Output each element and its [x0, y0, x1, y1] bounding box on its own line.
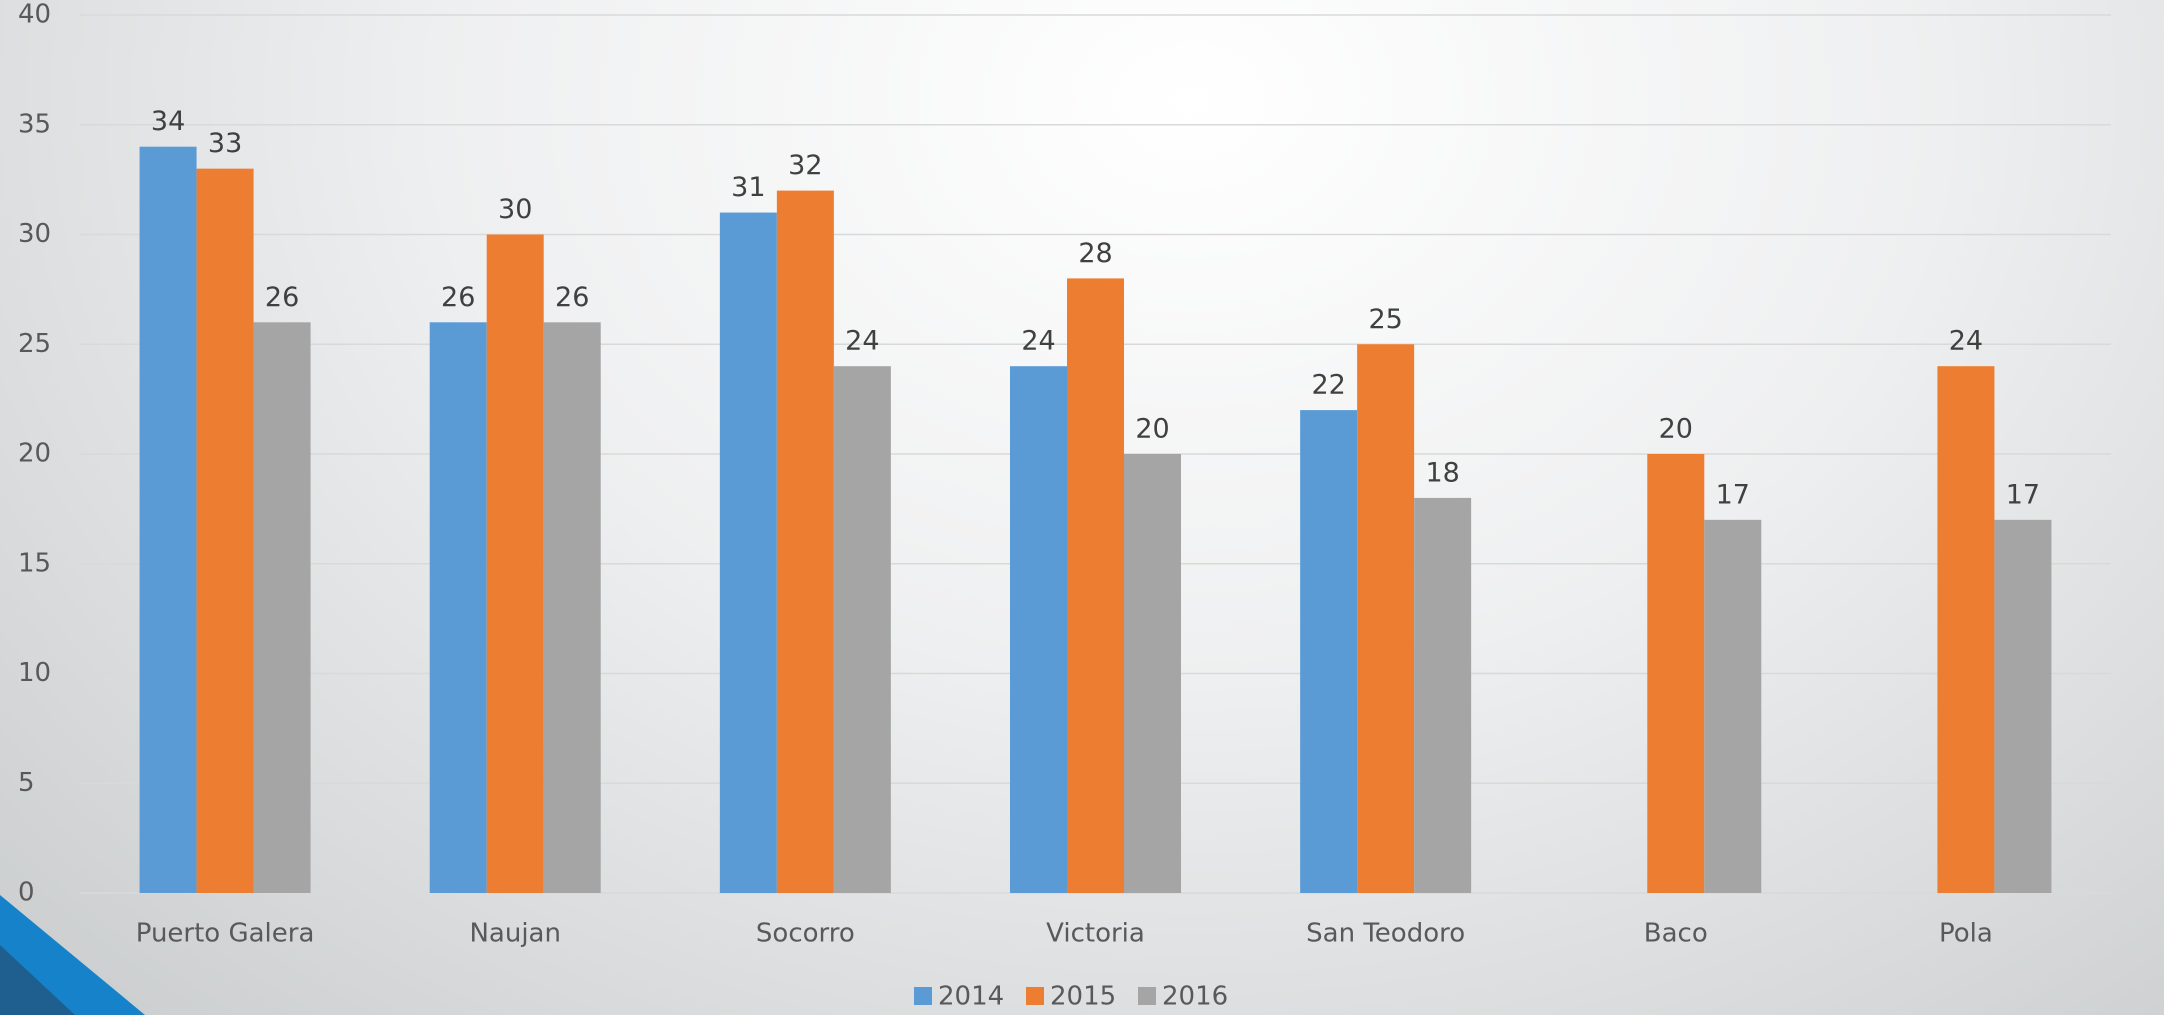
bar [1647, 454, 1705, 893]
legend-label: 2016 [1162, 982, 1228, 1012]
x-tick-label: Puerto Galera [136, 919, 315, 949]
data-label: 28 [1078, 238, 1112, 269]
y-tick-label: 15 [18, 548, 51, 578]
data-label: 26 [555, 282, 589, 313]
data-label: 25 [1368, 304, 1402, 335]
data-label: 18 [1425, 457, 1459, 488]
bar [1937, 366, 1995, 893]
bar [1357, 344, 1415, 893]
data-label: 20 [1659, 414, 1693, 445]
data-label: 24 [1021, 326, 1055, 357]
bar [253, 322, 311, 893]
data-label: 33 [208, 128, 242, 159]
bar [1124, 454, 1181, 893]
bar [196, 168, 254, 893]
y-tick-label: 25 [18, 329, 51, 359]
x-tick-label: Baco [1644, 919, 1708, 949]
y-tick-label: 30 [18, 219, 51, 249]
legend-swatch [1026, 987, 1044, 1005]
legend-label: 2014 [938, 982, 1004, 1012]
legend-swatch [914, 987, 932, 1005]
y-tick-label: 40 [18, 0, 51, 30]
data-label: 24 [845, 326, 879, 357]
x-tick-label: San Teodoro [1306, 919, 1465, 949]
bar [833, 366, 891, 893]
data-label: 31 [731, 172, 765, 203]
data-label: 17 [1716, 479, 1750, 510]
y-tick-label: 5 [18, 768, 35, 798]
bar [1414, 497, 1472, 893]
bar [719, 212, 777, 894]
data-label: 26 [441, 282, 475, 313]
x-tick-label: Victoria [1046, 919, 1145, 949]
y-tick-label: 20 [18, 439, 51, 469]
bar [1704, 519, 1762, 893]
data-label: 22 [1311, 370, 1345, 401]
corner-decoration [0, 945, 75, 1015]
data-label: 24 [1949, 326, 1983, 357]
legend-label: 2015 [1050, 982, 1116, 1012]
y-tick-label: 0 [18, 878, 35, 908]
y-tick-label: 10 [18, 658, 51, 688]
data-label: 26 [265, 282, 299, 313]
data-label: 34 [151, 106, 185, 137]
bar [1010, 366, 1067, 893]
x-tick-label: Pola [1939, 919, 1993, 949]
data-label: 32 [788, 150, 822, 181]
bar [1067, 278, 1124, 893]
bar [429, 322, 487, 893]
bar [1994, 519, 2052, 893]
bar [1300, 410, 1358, 893]
x-tick-label: Socorro [756, 919, 855, 949]
bar [139, 146, 197, 893]
bar [776, 190, 834, 894]
y-tick-label: 35 [18, 109, 51, 139]
data-label: 20 [1135, 414, 1169, 445]
bar [486, 234, 544, 893]
data-label: 30 [498, 194, 532, 225]
legend-swatch [1138, 987, 1156, 1005]
bar [543, 322, 601, 893]
x-tick-label: Naujan [469, 919, 561, 949]
data-label: 17 [2006, 479, 2040, 510]
